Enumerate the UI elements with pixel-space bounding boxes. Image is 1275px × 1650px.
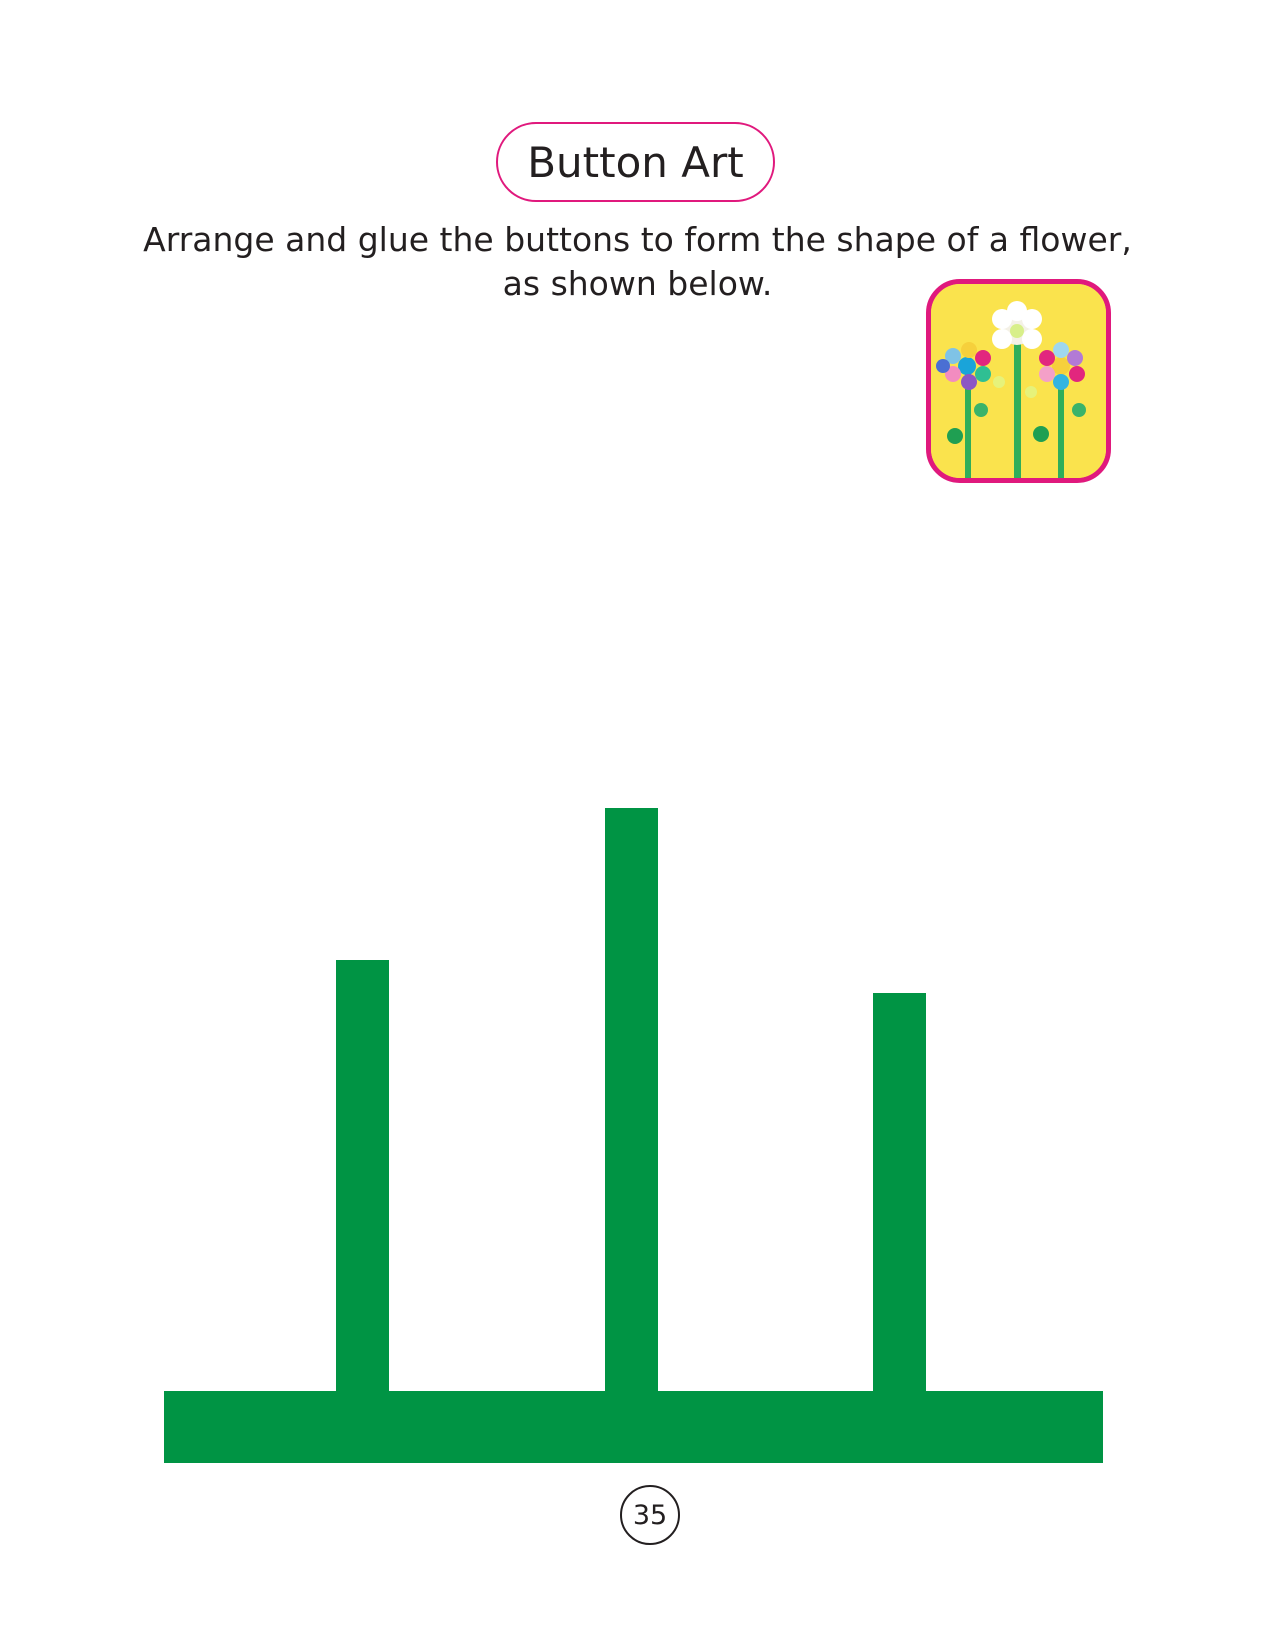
example-photo xyxy=(926,279,1111,483)
photo-flower-right xyxy=(1039,342,1085,390)
instructions: Arrange and glue the buttons to form the… xyxy=(100,218,1175,306)
photo-flower-center xyxy=(992,301,1042,349)
instruction-line-1: Arrange and glue the buttons to form the… xyxy=(143,220,1132,259)
button-flowers-photo-icon xyxy=(931,284,1106,478)
ground-bar xyxy=(164,1391,1103,1463)
photo-flower-left xyxy=(936,342,991,390)
right-stem xyxy=(873,993,926,1398)
photo-stem-center xyxy=(1014,342,1021,478)
activity-title: Button Art xyxy=(496,122,775,202)
left-stem xyxy=(336,960,389,1398)
photo-stem-left xyxy=(965,374,971,478)
photo-stem-right xyxy=(1058,376,1064,478)
page-number: 35 xyxy=(620,1485,680,1545)
instruction-line-2: as shown below. xyxy=(502,264,773,303)
center-stem xyxy=(605,808,658,1398)
photo-leaf-buttons xyxy=(947,376,1086,444)
